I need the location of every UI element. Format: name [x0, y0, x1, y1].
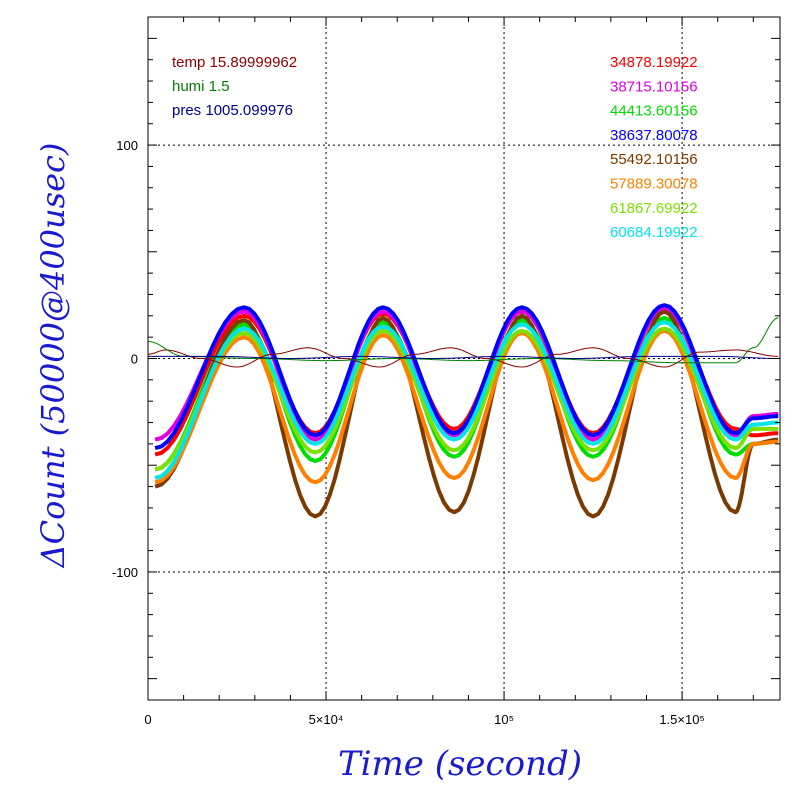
series-layer — [147, 303, 779, 519]
x-tick-label: 10⁵ — [494, 712, 514, 727]
y-tick-label: -100 — [112, 565, 138, 580]
series-line — [147, 317, 779, 364]
legend-entry: 38715.10156 — [610, 78, 698, 95]
series-line — [154, 309, 779, 519]
series-line — [154, 326, 779, 472]
x-axis-title: Time (second) — [338, 744, 582, 784]
y-tick-label: 100 — [116, 138, 138, 153]
x-tick-label: 0 — [144, 712, 151, 727]
legend-entry: humi 1.5 — [172, 78, 230, 95]
legend-entry: 60684.19922 — [610, 224, 698, 241]
series-line — [154, 303, 779, 451]
legend-entry: 34878.19922 — [610, 54, 698, 71]
legend-entry: 38637.80078 — [610, 127, 698, 144]
series-line — [148, 355, 779, 359]
series-line — [154, 320, 779, 480]
x-tick-label: 5×10⁴ — [309, 712, 344, 727]
x-tick-label: 1.5×10⁵ — [659, 712, 705, 727]
ticks: 100 0 -100 0 5×10⁴ 10⁵ 1.5×10⁵ — [112, 16, 780, 727]
legend-entry: 55492.10156 — [610, 151, 698, 168]
series-line — [148, 347, 779, 368]
y-axis-title: ΔCount (50000@400usec) — [34, 143, 72, 570]
legend-entry: 44413.60156 — [610, 103, 698, 120]
series-line — [154, 328, 779, 485]
legend-left: temp 15.89999962 humi 1.5 pres 1005.099976 — [172, 54, 297, 119]
y-tick-label: 0 — [131, 352, 138, 367]
legend-right: 34878.19922 38715.10156 44413.60156 38637.8… — [610, 54, 698, 241]
legend-entry: temp 15.89999962 — [172, 54, 297, 71]
legend-entry: pres 1005.099976 — [172, 102, 293, 119]
legend-entry: 61867.69922 — [610, 200, 698, 217]
legend-entry: 57889.30078 — [610, 176, 698, 193]
